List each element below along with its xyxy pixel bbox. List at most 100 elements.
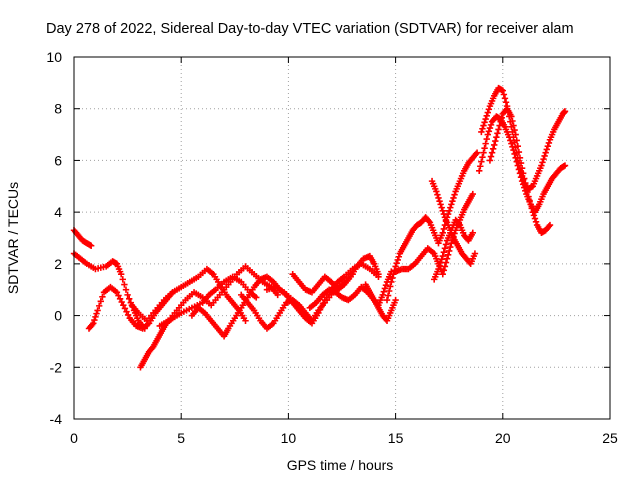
data-point [113,289,121,296]
data-point [435,265,442,273]
data-point [532,218,540,226]
data-point [523,184,530,191]
data-point [392,296,399,304]
data-point [472,150,480,158]
data-point [500,91,508,98]
data-point [480,122,487,129]
data-point [455,220,463,227]
data-point [437,201,444,208]
data-point [436,197,443,205]
data-point [91,316,98,324]
data-point [253,294,260,301]
data-point [384,292,392,299]
data-point [117,271,125,278]
data-point [528,205,535,212]
data-point [448,201,455,208]
data-point [440,210,448,218]
data-point [508,113,515,120]
series-sat-m [383,149,481,304]
data-point [507,137,514,144]
y-tick-label: 0 [54,308,62,324]
y-tick-label: 2 [54,256,62,272]
data-point [524,188,531,196]
data-point [486,157,494,164]
data-point [510,122,517,129]
data-point [381,285,389,292]
data-point [124,311,132,319]
data-point [561,108,569,115]
data-point [89,321,96,328]
data-point [451,191,458,198]
data-point [87,242,95,249]
data-point [124,291,131,299]
data-point [447,204,454,211]
data-point [388,278,395,286]
data-point [531,215,539,222]
data-point [447,243,454,251]
data-point [546,221,554,229]
data-point [120,302,127,309]
data-point [315,309,322,317]
series-sat-s [486,105,554,237]
data-point [436,262,443,269]
data-point [383,296,391,304]
series-sat-f [156,263,281,330]
data-point [516,154,524,162]
x-tick-label: 0 [70,430,78,446]
data-point [90,320,97,327]
data-point [93,310,100,317]
data-point [495,126,502,133]
data-point [512,131,519,138]
data-point [514,143,522,150]
data-point [439,252,446,260]
data-point [116,295,124,302]
data-point [497,118,504,125]
data-point [483,112,490,120]
data-point [486,124,494,132]
data-point [121,281,128,288]
x-axis-label: GPS time / hours [287,457,394,473]
data-point [95,302,103,310]
data-point [481,119,488,126]
data-point [394,256,401,264]
data-points [70,84,569,371]
grid [74,57,610,419]
data-point [443,255,451,262]
data-point [320,300,327,307]
data-point [435,194,442,202]
data-point [441,245,449,252]
data-point [541,152,548,160]
data-point [485,128,493,135]
data-point [99,293,106,301]
data-point [395,253,403,260]
data-point [439,271,446,278]
data-point [545,223,553,230]
data-point [515,148,523,156]
series-sat-p [430,216,476,283]
data-point [439,207,446,215]
data-point [538,162,545,169]
data-point [545,139,553,147]
series-sat-q [476,113,569,216]
data-point [488,149,496,156]
data-point [483,135,490,143]
data-point [509,117,516,125]
x-tick-label: 25 [602,430,618,446]
data-point [529,208,537,216]
data-point [126,295,133,302]
series-sat-d [137,273,260,371]
series-sat-o [428,177,479,268]
data-point [469,229,476,237]
data-point [318,303,325,310]
data-point [479,125,486,132]
data-point [481,144,488,152]
data-point [530,212,538,219]
data-point [493,133,500,141]
data-point [92,313,99,321]
data-point [502,99,510,106]
data-point [473,149,481,156]
data-point [274,291,281,299]
data-point [450,194,457,202]
data-point [149,344,156,352]
